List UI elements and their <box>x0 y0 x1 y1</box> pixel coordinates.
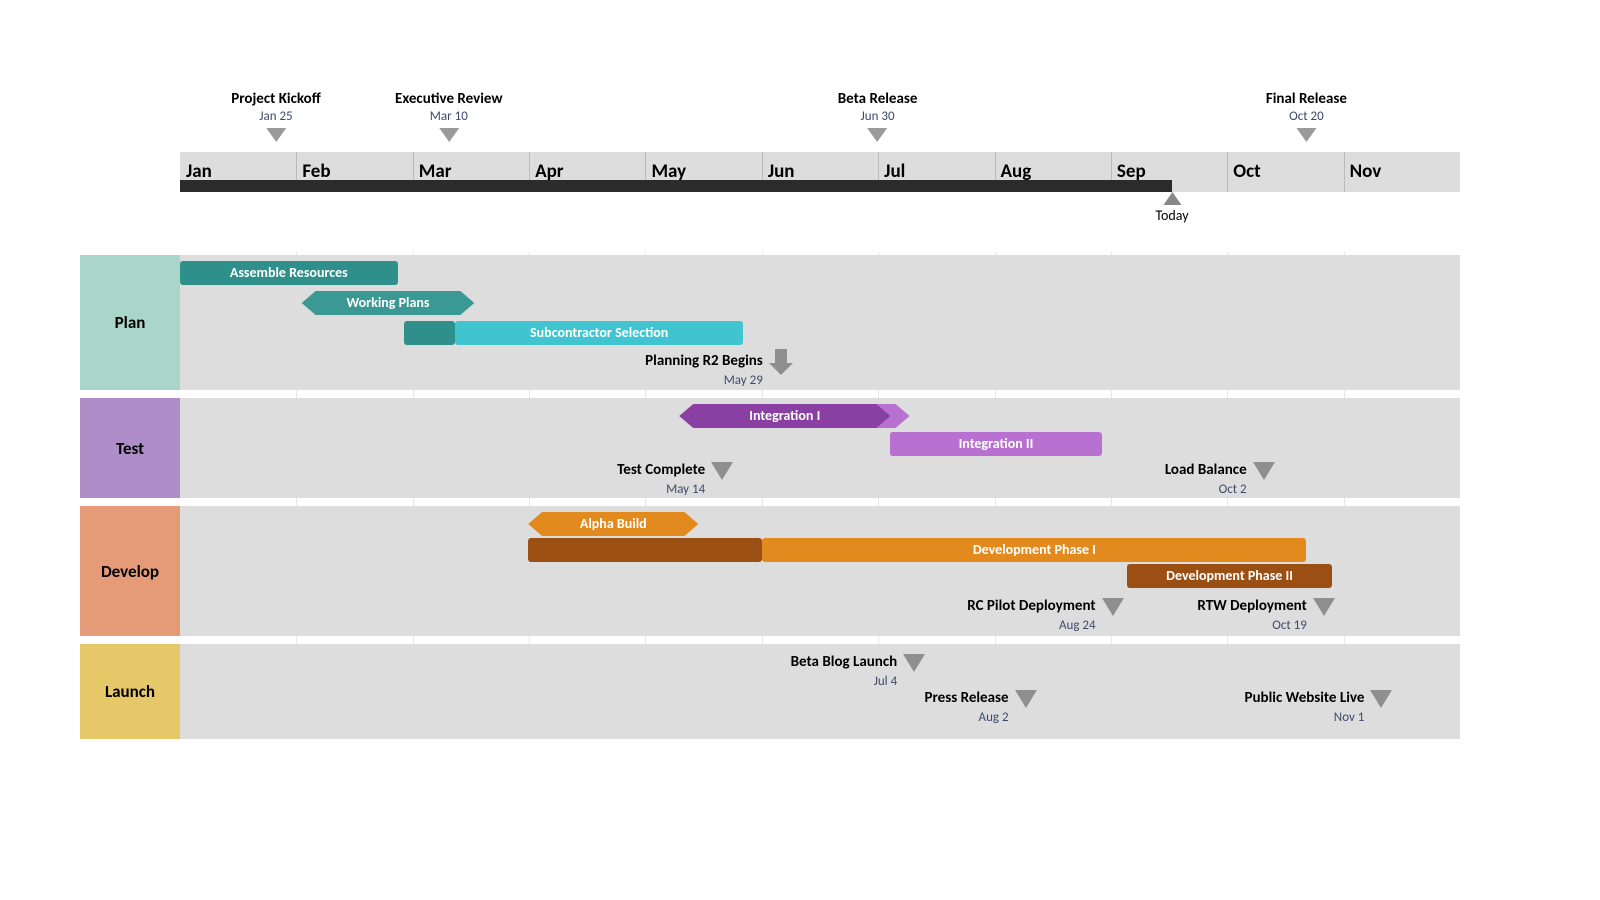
top-milestone: Final ReleaseOct 20 <box>1266 90 1347 142</box>
chevron-down-icon <box>868 128 888 142</box>
milestone-date: Jul 4 <box>874 674 898 689</box>
milestone-date: Oct 20 <box>1266 109 1347 124</box>
task-bar: Development Phase I <box>762 538 1306 562</box>
swimlane-tab: Test <box>80 398 180 498</box>
task-bar <box>528 538 762 562</box>
milestone-label: Beta Blog Launch <box>791 653 898 671</box>
task-bar: Alpha Build <box>528 512 698 536</box>
chevron-down-icon <box>903 654 925 672</box>
gantt-chart: Project KickoffJan 25 Executive ReviewMar… <box>80 90 1460 770</box>
swimlane-develop: Develop Alpha Build Development Phase IDev… <box>80 506 1460 636</box>
month-label: Nov <box>1344 160 1382 183</box>
today-marker: Today <box>1155 192 1188 224</box>
milestone-date: Oct 2 <box>1219 482 1247 497</box>
arrow-down-icon <box>769 349 793 375</box>
chevron-down-icon <box>1296 128 1316 142</box>
month-label: Oct <box>1227 160 1260 183</box>
milestone-date: Nov 1 <box>1334 710 1365 725</box>
milestone-label: Final Release <box>1266 90 1347 108</box>
chevron-up-icon <box>1163 192 1181 205</box>
swimlane-plan: PlanAssemble Resources Working Plans Subco… <box>80 255 1460 390</box>
swimlane-tab: Launch <box>80 644 180 739</box>
task-bar: Integration I <box>679 404 890 428</box>
milestone-date: Oct 19 <box>1272 618 1307 633</box>
swimlane-body: Integration IIntegration IITest Complete… <box>180 398 1460 498</box>
swimlane-launch: LaunchBeta Blog LaunchJul 4Press Release… <box>80 644 1460 739</box>
chevron-down-icon <box>1253 462 1275 480</box>
lane-milestone: Public Website Live Nov 1 <box>180 688 1364 726</box>
lane-milestone: Planning R2 Begins May 29 <box>180 351 763 389</box>
chevron-down-icon <box>1313 598 1335 616</box>
chevron-down-icon <box>1370 690 1392 708</box>
top-milestone: Executive ReviewMar 10 <box>395 90 503 142</box>
lane-milestone: Load Balance Oct 2 <box>180 460 1247 498</box>
elapsed-bar <box>180 180 1172 192</box>
task-bar: Integration II <box>890 432 1101 456</box>
milestone-date: Mar 10 <box>395 109 503 124</box>
milestone-label: Public Website Live <box>1245 689 1365 707</box>
swimlane-tab: Plan <box>80 255 180 390</box>
lane-milestone: Beta Blog Launch Jul 4 <box>180 652 897 690</box>
swimlane-tab: Develop <box>80 506 180 636</box>
task-bar: Assemble Resources <box>180 261 398 285</box>
task-bar: Working Plans <box>302 291 475 315</box>
swimlane-body: Beta Blog LaunchJul 4Press ReleaseAug 2P… <box>180 644 1460 739</box>
task-bar: Development Phase II <box>1127 564 1332 588</box>
top-milestone: Project KickoffJan 25 <box>231 90 320 142</box>
swimlane-body: Assemble Resources Working Plans Subcontra… <box>180 255 1460 390</box>
milestone-date: Jun 30 <box>838 109 918 124</box>
chevron-down-icon <box>439 128 459 142</box>
lane-milestone: RTW Deployment Oct 19 <box>180 596 1307 634</box>
top-milestone: Beta ReleaseJun 30 <box>838 90 918 142</box>
milestone-date: Jan 25 <box>231 109 320 124</box>
chevron-down-icon <box>266 128 286 142</box>
milestone-date: May 29 <box>724 373 763 388</box>
swimlane-test: TestIntegration IIntegration IITest Comp… <box>80 398 1460 498</box>
milestone-label: Planning R2 Begins <box>645 352 763 370</box>
milestone-label: Load Balance <box>1165 461 1247 479</box>
milestone-label: Executive Review <box>395 90 503 108</box>
milestone-label: RTW Deployment <box>1197 597 1306 615</box>
task-bar: Subcontractor Selection <box>455 321 743 345</box>
today-label: Today <box>1155 207 1188 224</box>
milestone-label: Project Kickoff <box>231 90 320 108</box>
task-bar <box>404 321 455 345</box>
swimlane-body: Alpha Build Development Phase IDevelopmen… <box>180 506 1460 636</box>
milestone-label: Beta Release <box>838 90 918 108</box>
